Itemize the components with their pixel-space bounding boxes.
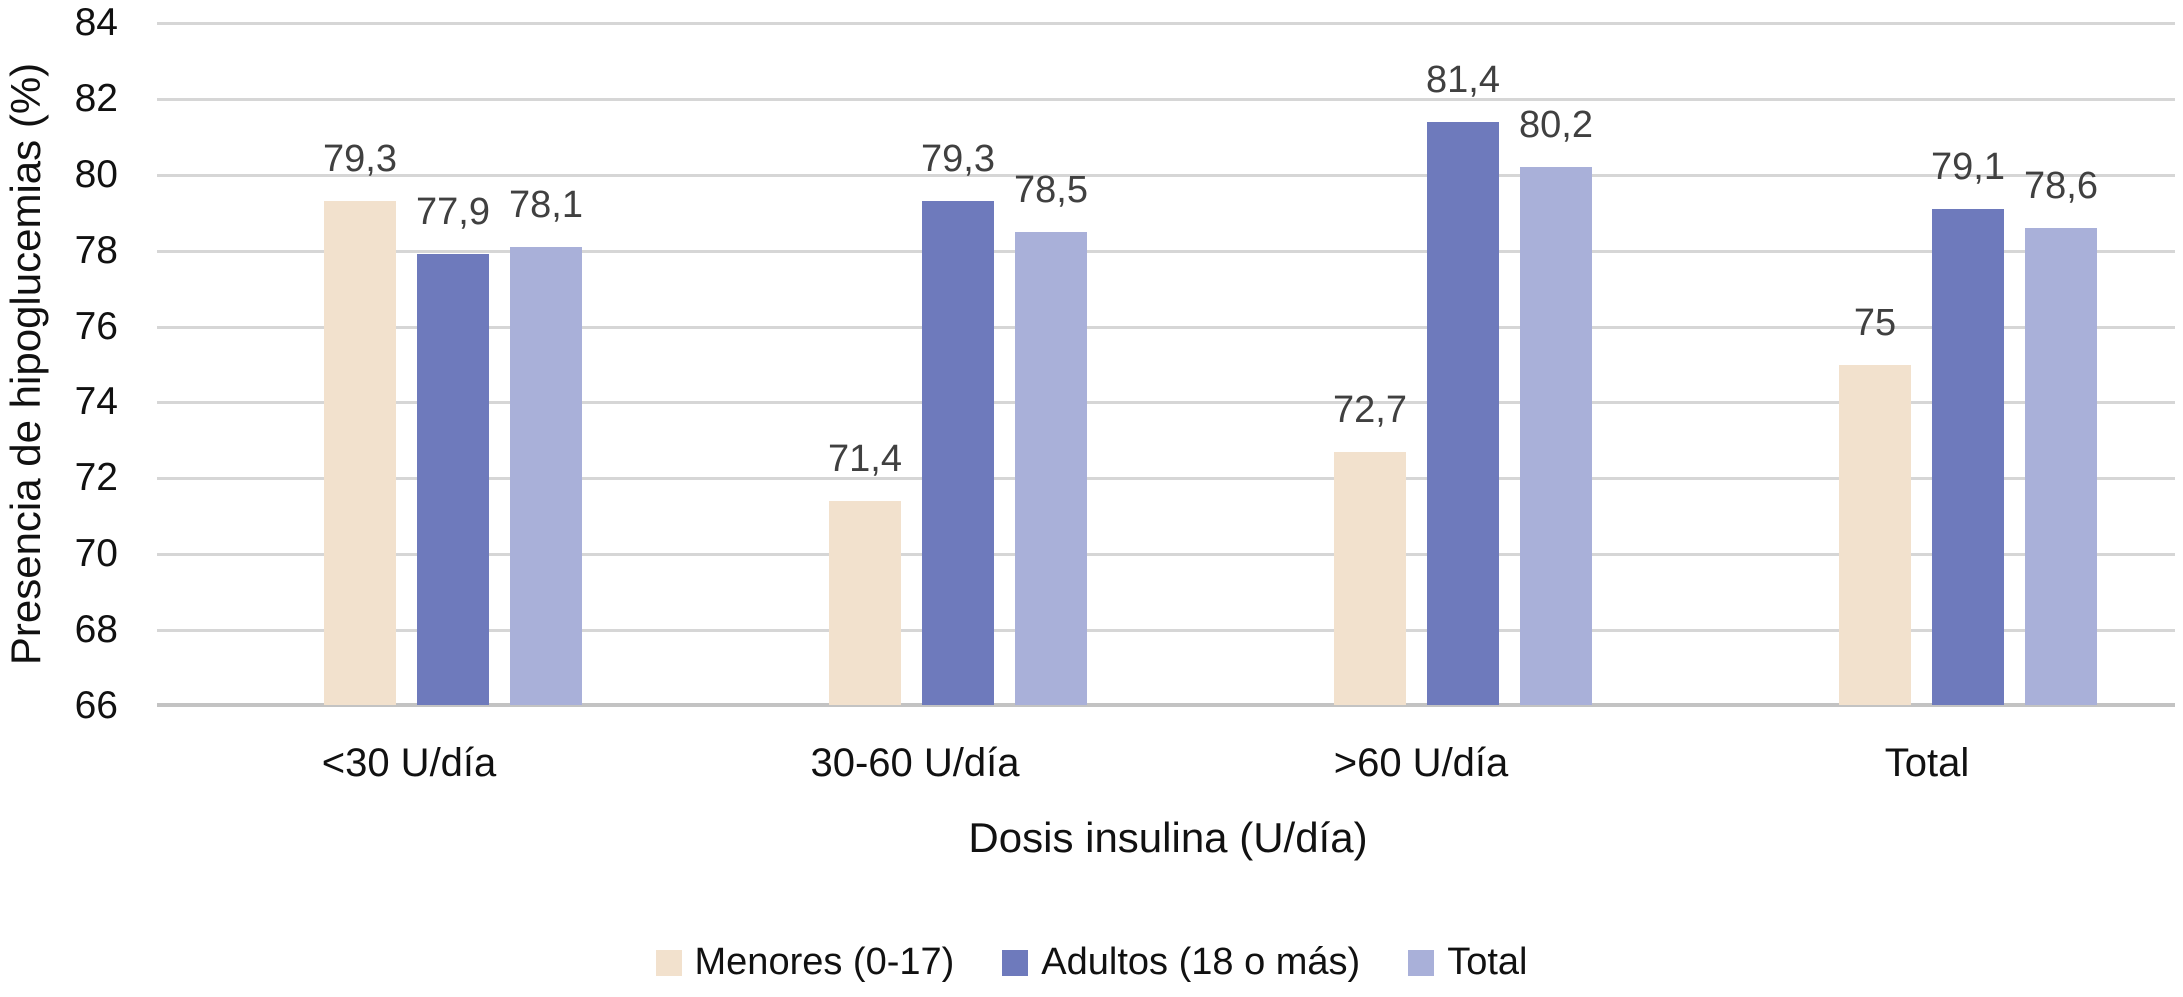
bar — [2025, 227, 2097, 705]
y-axis-tick-label: 72 — [74, 456, 118, 500]
bar — [1520, 167, 1592, 705]
bar — [829, 501, 901, 705]
y-axis-tick-label: 70 — [74, 532, 118, 576]
bar-value-label: 81,4 — [1426, 58, 1500, 101]
bar — [1932, 208, 2004, 705]
category-label: Total — [1884, 741, 1970, 785]
bar-value-label: 75 — [1853, 301, 1897, 344]
x-axis-title: Dosis insulina (U/día) — [968, 814, 1368, 861]
gridline — [157, 22, 2175, 25]
legend-item: Adultos (18 o más) — [1002, 941, 1360, 984]
y-axis-tick-label: 68 — [74, 608, 118, 652]
legend-swatch — [1408, 949, 1435, 976]
bar — [324, 201, 396, 705]
bar-value-label: 78,6 — [2024, 164, 2098, 207]
x-axis-line — [157, 703, 2175, 707]
bar-value-label: 79,3 — [921, 138, 995, 181]
bar — [417, 254, 489, 705]
category-label: 30-60 U/día — [810, 741, 1020, 785]
bar — [510, 246, 582, 705]
gridline — [157, 629, 2175, 633]
gridline — [157, 325, 2175, 329]
legend-item: Menores (0-17) — [655, 941, 955, 984]
bar-value-label: 78,1 — [509, 183, 583, 226]
category-label: >60 U/día — [1333, 741, 1509, 785]
gridline — [157, 553, 2175, 557]
bar — [922, 201, 994, 705]
gridline — [157, 401, 2175, 405]
legend-item: Total — [1408, 941, 1527, 984]
bar-value-label: 79,1 — [1931, 145, 2005, 188]
bar — [1839, 364, 1911, 705]
legend: Menores (0-17) Adultos (18 o más) Total — [0, 941, 2183, 984]
gridline — [157, 173, 2175, 177]
legend-swatch — [655, 949, 682, 976]
legend-label: Total — [1447, 941, 1528, 983]
y-axis-tick-label: 78 — [74, 228, 118, 272]
bar-value-label: 80,2 — [1519, 104, 1593, 147]
bar — [1334, 451, 1406, 705]
bar-value-label: 71,4 — [828, 438, 902, 481]
gridline — [157, 97, 2175, 101]
legend-label: Menores (0-17) — [694, 941, 955, 983]
bar-value-label: 79,3 — [323, 138, 397, 181]
y-axis-tick-label: 76 — [74, 304, 118, 348]
y-axis-tick-label: 66 — [74, 684, 118, 727]
bar-value-label: 77,9 — [416, 191, 490, 234]
y-axis-tick-label: 74 — [74, 380, 118, 424]
bar-value-label: 78,5 — [1014, 168, 1088, 211]
bar — [1015, 231, 1087, 705]
y-axis-tick-label: 80 — [74, 152, 118, 196]
bar — [1427, 121, 1499, 705]
y-axis-tick-label: 82 — [74, 76, 118, 120]
legend-swatch — [1002, 949, 1029, 976]
gridline — [157, 249, 2175, 253]
y-axis-tick-label: 84 — [74, 1, 118, 44]
bar-value-label: 72,7 — [1333, 388, 1407, 431]
legend-label: Adultos (18 o más) — [1041, 941, 1361, 983]
gridline — [157, 477, 2175, 481]
category-label: <30 U/día — [321, 741, 497, 785]
